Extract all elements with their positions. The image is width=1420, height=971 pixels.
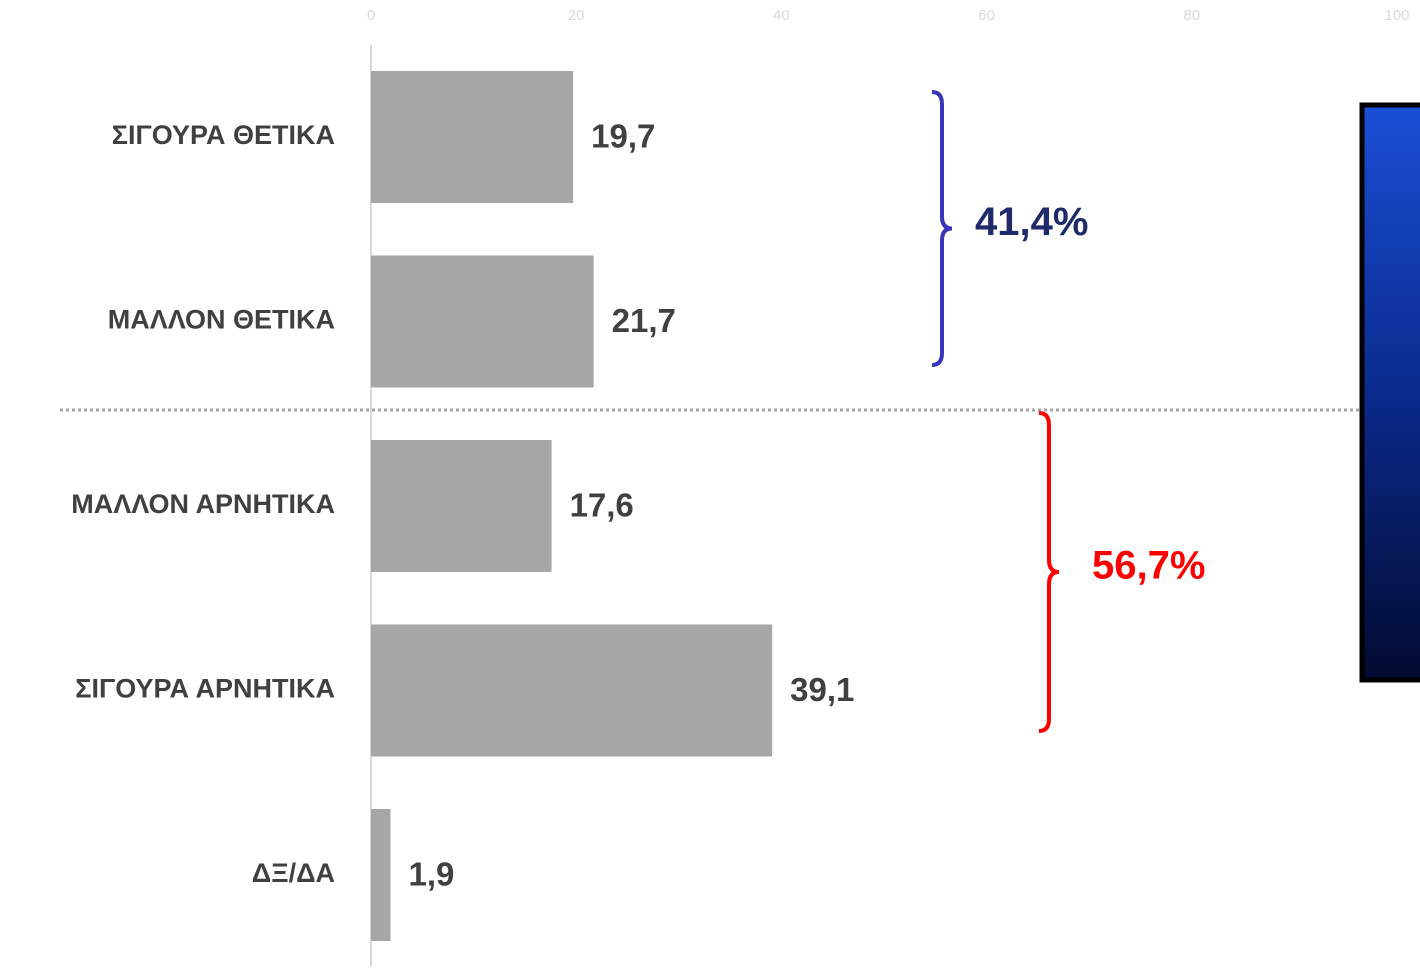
value-label: 17,6 [570,487,634,524]
bar [371,255,594,388]
x-tick-label: 60 [978,7,995,24]
category-label: ΔΞ/ΔΑ [252,858,335,888]
x-tick-label: 40 [773,7,790,24]
annotation: 56,7% [1092,544,1205,588]
picture [1359,102,1420,683]
bar [371,624,773,757]
value-label: 19,7 [591,118,655,155]
category-label: ΜΑΛΛΟΝ ΘΕΤΙΚΑ [108,305,335,335]
annotation: 41,4% [975,200,1088,244]
bar [371,809,391,941]
value-label: 21,7 [612,302,676,339]
category-label: ΣΙΓΟΥΡΑ ΘΕΤΙΚΑ [112,120,335,150]
bar [371,440,552,572]
x-tick-label: 20 [568,7,585,24]
category-label: ΣΙΓΟΥΡΑ ΑΡΝΗΤΙΚΑ [75,674,335,704]
bar [371,71,574,203]
x-tick-label: 80 [1183,7,1200,24]
category-label: ΜΑΛΛΟΝ ΑΡΝΗΤΙΚΑ [71,489,335,519]
value-label: 1,9 [408,856,454,893]
value-label: 39,1 [790,671,854,708]
bracket [1038,411,1060,733]
x-tick-label: 100 [1384,7,1409,24]
bracket [931,90,953,367]
x-tick-label: 0 [367,7,375,24]
